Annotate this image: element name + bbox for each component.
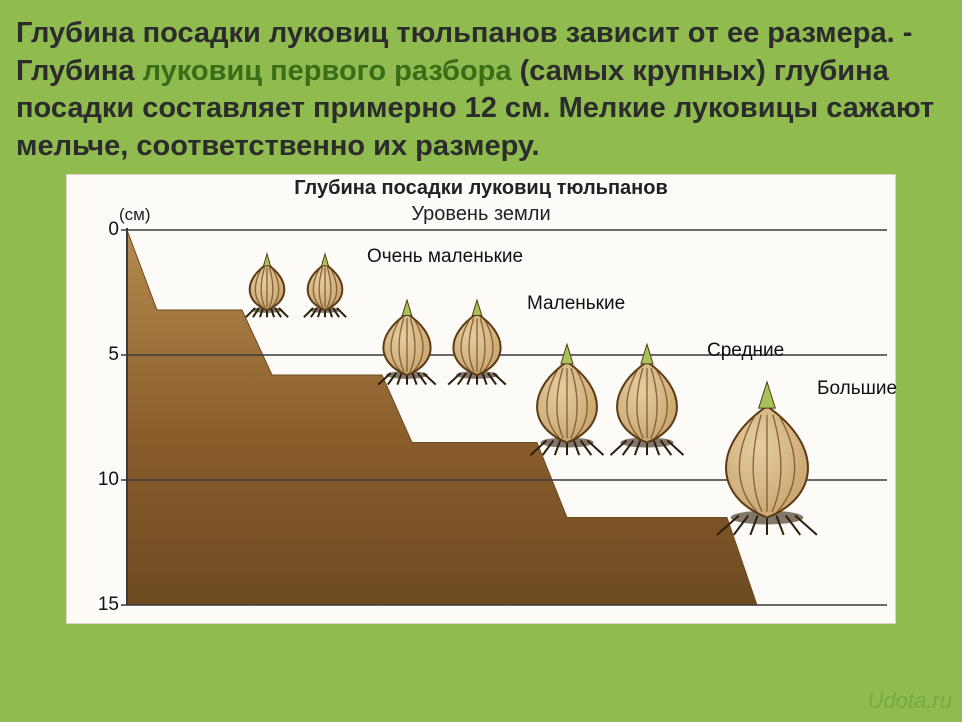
bulb-sprout [759, 382, 776, 408]
bulb-sprout [321, 254, 328, 266]
bulb-label: Большие [817, 378, 897, 400]
bulb [611, 344, 684, 455]
diagram-panel: Глубина посадки луковиц тюльпанов Уровен… [66, 174, 896, 624]
page-root: Глубина посадки луковиц тюльпанов зависи… [0, 0, 962, 722]
diagram-svg [67, 175, 897, 625]
bulb-label: Очень маленькие [367, 246, 523, 268]
bulb [246, 254, 288, 317]
y-tick-label: 10 [77, 469, 119, 491]
bulb [448, 300, 506, 384]
y-tick-label: 15 [77, 594, 119, 616]
y-tick-label: 5 [77, 344, 119, 366]
bulb-sprout [402, 300, 412, 315]
watermark-text: Udota.ru [868, 688, 952, 714]
bulb [531, 344, 604, 455]
bulb [378, 300, 436, 384]
bulb-sprout [472, 300, 482, 315]
bulb [304, 254, 346, 317]
bulb-sprout [561, 344, 573, 364]
y-tick-label: 0 [77, 219, 119, 241]
bulb-label: Средние [707, 340, 784, 362]
bulb-sprout [641, 344, 653, 364]
bulb-sprout [263, 254, 270, 266]
bulb [717, 382, 817, 535]
description-accent: луковиц первого разбора [143, 55, 512, 87]
bulb-label: Маленькие [527, 293, 625, 315]
description-text: Глубина посадки луковиц тюльпанов зависи… [16, 15, 946, 166]
